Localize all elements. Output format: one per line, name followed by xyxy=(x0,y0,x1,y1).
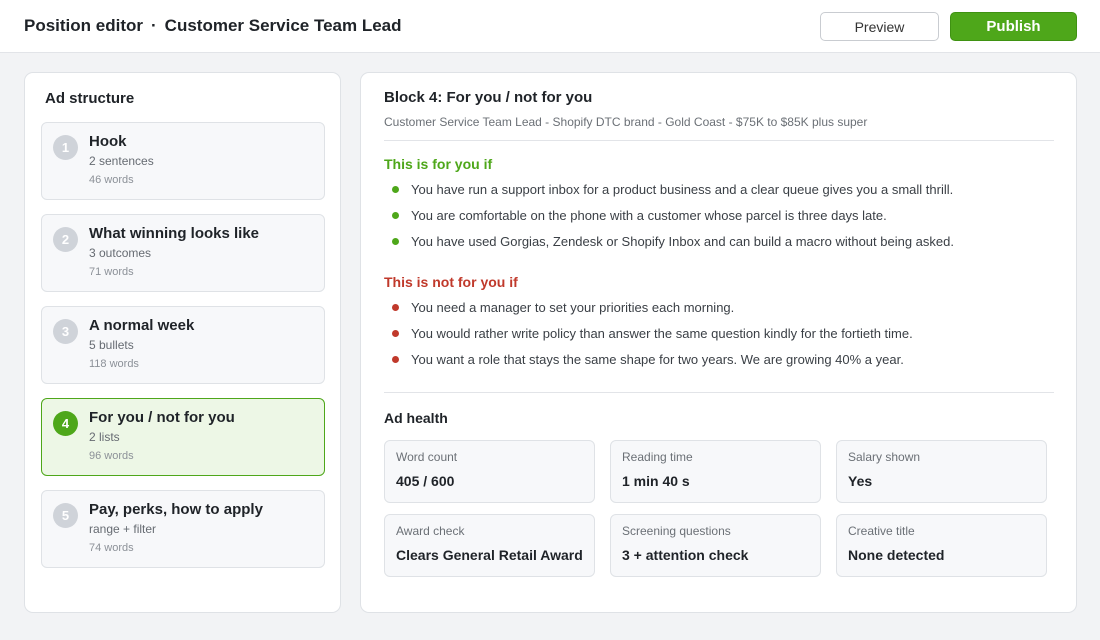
block-title: Block 4: For you / not for you xyxy=(384,89,593,106)
top-bar: Position editor · Customer Service Team Le… xyxy=(0,0,1100,53)
step-number-badge: 2 xyxy=(53,227,78,252)
not-for-you-item[interactable]: You want a role that stays the same shap… xyxy=(392,352,904,367)
preview-button[interactable]: Preview xyxy=(820,12,939,41)
ad-structure-panel: Ad structure 1 Hook 2 sentences 46 words… xyxy=(24,72,341,613)
for-you-item[interactable]: You have run a support inbox for a produ… xyxy=(392,182,953,197)
not-for-you-item[interactable]: You would rather write policy than answe… xyxy=(392,326,913,341)
metric-value: 1 min 40 s xyxy=(622,473,690,489)
not-for-you-item[interactable]: You need a manager to set your prioritie… xyxy=(392,300,734,315)
metric-reading-time: Reading time 1 min 40 s xyxy=(610,440,821,503)
structure-item-pay-perks-how-to-apply[interactable]: 5 Pay, perks, how to apply range + filte… xyxy=(41,490,325,568)
block-editor-panel: Block 4: For you / not for you Customer … xyxy=(360,72,1077,613)
structure-item-word-count: 46 words xyxy=(89,174,134,186)
divider xyxy=(384,140,1054,141)
green-bullet-icon xyxy=(392,238,399,245)
structure-item-title: Pay, perks, how to apply xyxy=(89,501,263,518)
publish-button[interactable]: Publish xyxy=(950,12,1077,41)
metric-salary-shown: Salary shown Yes xyxy=(836,440,1047,503)
for-you-heading: This is for you if xyxy=(384,156,493,172)
step-number-badge: 3 xyxy=(53,319,78,344)
step-number-badge: 1 xyxy=(53,135,78,160)
metric-award-check: Award check Clears General Retail Award xyxy=(384,514,595,577)
structure-item-title: What winning looks like xyxy=(89,225,260,242)
metric-value: 405 / 600 xyxy=(396,473,455,489)
metric-label: Award check xyxy=(396,524,465,538)
for-you-item-text: You are comfortable on the phone with a … xyxy=(411,208,887,223)
for-you-item-text: You have run a support inbox for a produ… xyxy=(411,182,954,197)
metric-label: Word count xyxy=(396,450,458,464)
block-subtitle: Customer Service Team Lead - Shopify DTC… xyxy=(384,115,868,129)
structure-item-summary: 2 sentences xyxy=(89,154,154,168)
structure-item-title: Hook xyxy=(89,133,127,150)
structure-item-a-normal-week[interactable]: 3 A normal week 5 bullets 118 words xyxy=(41,306,325,384)
metric-value: Clears General Retail Award xyxy=(396,547,583,563)
for-you-item-text: You have used Gorgias, Zendesk or Shopif… xyxy=(411,234,954,249)
structure-item-for-you-not-for-you[interactable]: 4 For you / not for you 2 lists 96 words xyxy=(41,398,325,476)
structure-item-word-count: 96 words xyxy=(89,450,134,462)
metric-creative-title: Creative title None detected xyxy=(836,514,1047,577)
metric-value: None detected xyxy=(848,547,945,563)
not-for-you-item-text: You need a manager to set your prioritie… xyxy=(411,300,735,315)
metric-label: Screening questions xyxy=(622,524,731,538)
not-for-you-item-text: You want a role that stays the same shap… xyxy=(411,352,904,367)
structure-item-summary: 2 lists xyxy=(89,430,120,444)
structure-item-title: A normal week xyxy=(89,317,195,334)
metric-value: 3 + attention check xyxy=(622,547,749,563)
structure-item-title: For you / not for you xyxy=(89,409,235,426)
metric-screening-questions: Screening questions 3 + attention check xyxy=(610,514,821,577)
structure-item-summary: 3 outcomes xyxy=(89,246,152,260)
green-bullet-icon xyxy=(392,212,399,219)
for-you-item[interactable]: You are comfortable on the phone with a … xyxy=(392,208,887,223)
not-for-you-heading: This is not for you if xyxy=(384,274,518,290)
for-you-item[interactable]: You have used Gorgias, Zendesk or Shopif… xyxy=(392,234,954,249)
green-bullet-icon xyxy=(392,186,399,193)
structure-item-word-count: 71 words xyxy=(89,266,134,278)
metric-value: Yes xyxy=(848,473,873,489)
red-bullet-icon xyxy=(392,356,399,363)
step-number-badge: 4 xyxy=(53,411,78,436)
red-bullet-icon xyxy=(392,304,399,311)
position-name: Customer Service Team Lead xyxy=(164,16,402,35)
structure-item-hook[interactable]: 1 Hook 2 sentences 46 words xyxy=(41,122,325,200)
metric-word-count: Word count 405 / 600 xyxy=(384,440,595,503)
metric-label: Salary shown xyxy=(848,450,921,464)
metric-label: Creative title xyxy=(848,524,915,538)
divider xyxy=(384,392,1054,393)
ad-structure-heading: Ad structure xyxy=(45,90,135,107)
metric-label: Reading time xyxy=(622,450,693,464)
editor-title: Position editor xyxy=(24,16,143,35)
structure-item-summary: range + filter xyxy=(89,522,157,536)
structure-item-what-winning-looks-like[interactable]: 2 What winning looks like 3 outcomes 71 … xyxy=(41,214,325,292)
structure-item-word-count: 118 words xyxy=(89,358,139,370)
structure-item-summary: 5 bullets xyxy=(89,338,134,352)
page-title: Position editor · Customer Service Team Le… xyxy=(24,16,402,36)
structure-item-word-count: 74 words xyxy=(89,542,134,554)
red-bullet-icon xyxy=(392,330,399,337)
ad-health-heading: Ad health xyxy=(384,410,448,426)
title-separator: · xyxy=(151,16,157,35)
step-number-badge: 5 xyxy=(53,503,78,528)
not-for-you-item-text: You would rather write policy than answe… xyxy=(411,326,913,341)
